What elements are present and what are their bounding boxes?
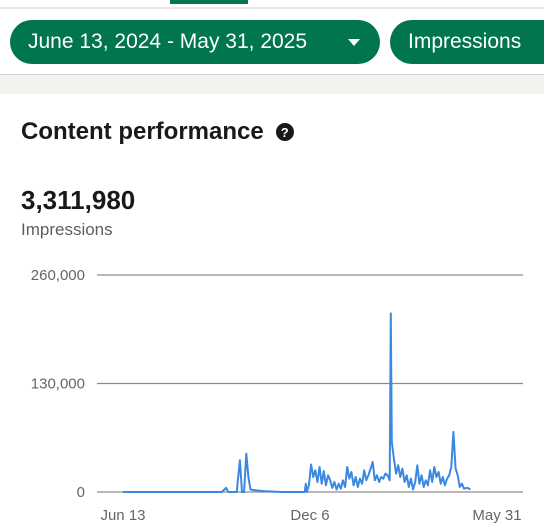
content-performance-card: Content performance ? 3,311,980 Impressi… <box>0 94 544 528</box>
y-tick-label: 260,000 <box>31 267 85 284</box>
card-header: Content performance ? <box>21 118 294 146</box>
y-tick-label: 130,000 <box>31 376 85 393</box>
top-tab-strip <box>0 0 544 10</box>
x-tick-label: May 31 <box>472 507 521 524</box>
filter-bar: June 13, 2024 - May 31, 2025 Impressions <box>0 10 544 74</box>
metric-dropdown[interactable]: Impressions <box>390 20 544 64</box>
chart-svg: 0 130,000 260,000 Jun 13 Dec 6 May 31 <box>31 267 523 524</box>
metric-label: Impressions <box>408 30 522 53</box>
impressions-line-chart: 0 130,000 260,000 Jun 13 Dec 6 May 31 <box>0 258 544 528</box>
impressions-series-line <box>123 312 471 493</box>
date-range-label: June 13, 2024 - May 31, 2025 <box>28 30 308 53</box>
active-tab-indicator <box>170 0 248 4</box>
section-divider <box>0 74 544 94</box>
question-circle-icon[interactable]: ? <box>275 123 294 141</box>
x-tick-label: Dec 6 <box>290 507 329 524</box>
total-impressions-label: Impressions <box>21 220 113 239</box>
y-tick-label: 0 <box>77 484 85 501</box>
tab-strip-divider <box>0 7 544 9</box>
date-range-dropdown[interactable]: June 13, 2024 - May 31, 2025 <box>10 20 380 64</box>
total-impressions-value: 3,311,980 <box>21 185 136 215</box>
caret-down-icon <box>348 39 360 46</box>
card-title: Content performance <box>21 118 264 145</box>
x-tick-label: Jun 13 <box>100 507 145 524</box>
